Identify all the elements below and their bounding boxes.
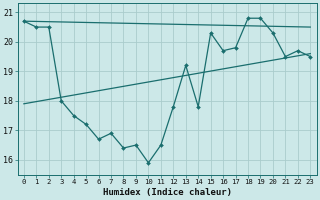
X-axis label: Humidex (Indice chaleur): Humidex (Indice chaleur): [103, 188, 232, 197]
